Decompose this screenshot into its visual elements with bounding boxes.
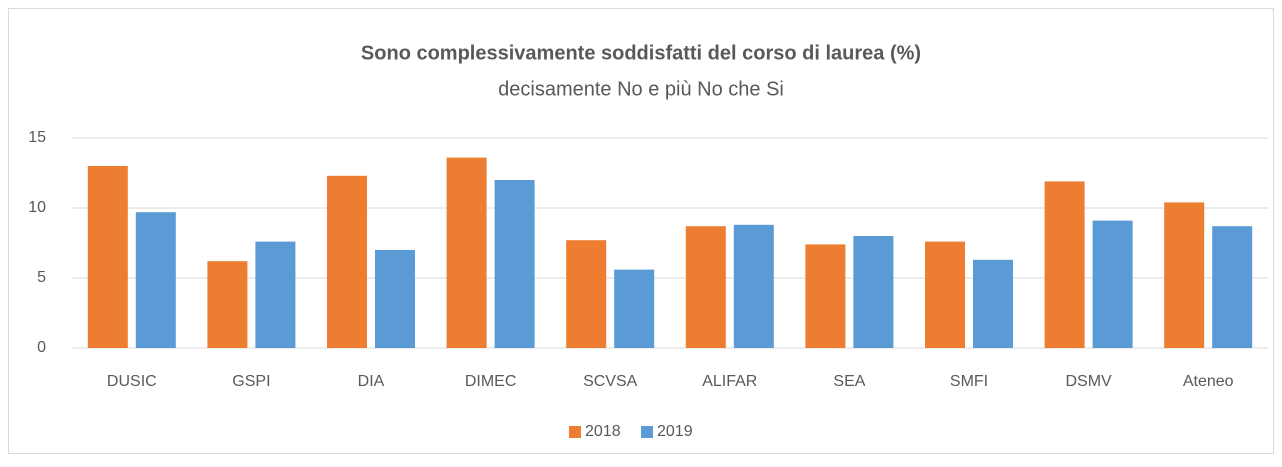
bar [853, 236, 894, 348]
x-tick-label: DIMEC [465, 373, 517, 390]
bar [87, 166, 128, 348]
x-tick-label: ALIFAR [702, 373, 757, 390]
bar [135, 212, 176, 348]
legend-swatch [641, 426, 653, 438]
bar [685, 226, 726, 348]
y-tick-label: 15 [28, 129, 46, 146]
legend-label: 2019 [657, 423, 693, 440]
legend-swatch [569, 426, 581, 438]
bar [805, 244, 846, 348]
bar [973, 259, 1013, 348]
x-tick-label: SMFI [950, 373, 988, 390]
chart-subtitle: decisamente No e più No che Si [498, 78, 784, 100]
bar [255, 241, 296, 348]
x-tick-label: GSPI [232, 373, 270, 390]
x-tick-label: DSMV [1065, 373, 1112, 390]
bar [925, 241, 965, 348]
bar [1164, 202, 1205, 348]
x-tick-label: DIA [358, 373, 385, 390]
x-tick-label: SEA [833, 373, 865, 390]
bar [1044, 181, 1085, 348]
bar [614, 269, 655, 348]
bar [494, 180, 535, 348]
bar [446, 157, 487, 348]
bar [733, 224, 774, 348]
x-tick-label: DUSIC [107, 373, 157, 390]
bar [1092, 220, 1133, 348]
bar [207, 261, 248, 348]
y-tick-label: 5 [37, 269, 46, 286]
bar [327, 175, 367, 348]
bar [566, 240, 607, 348]
bar [1212, 226, 1253, 348]
x-tick-label: Ateneo [1183, 373, 1234, 390]
bar [375, 250, 415, 348]
legend-label: 2018 [585, 423, 621, 440]
y-tick-label: 0 [37, 339, 46, 356]
y-tick-label: 10 [28, 199, 46, 216]
chart-title: Sono complessivamente soddisfatti del co… [361, 42, 921, 64]
x-tick-label: SCVSA [583, 373, 638, 390]
